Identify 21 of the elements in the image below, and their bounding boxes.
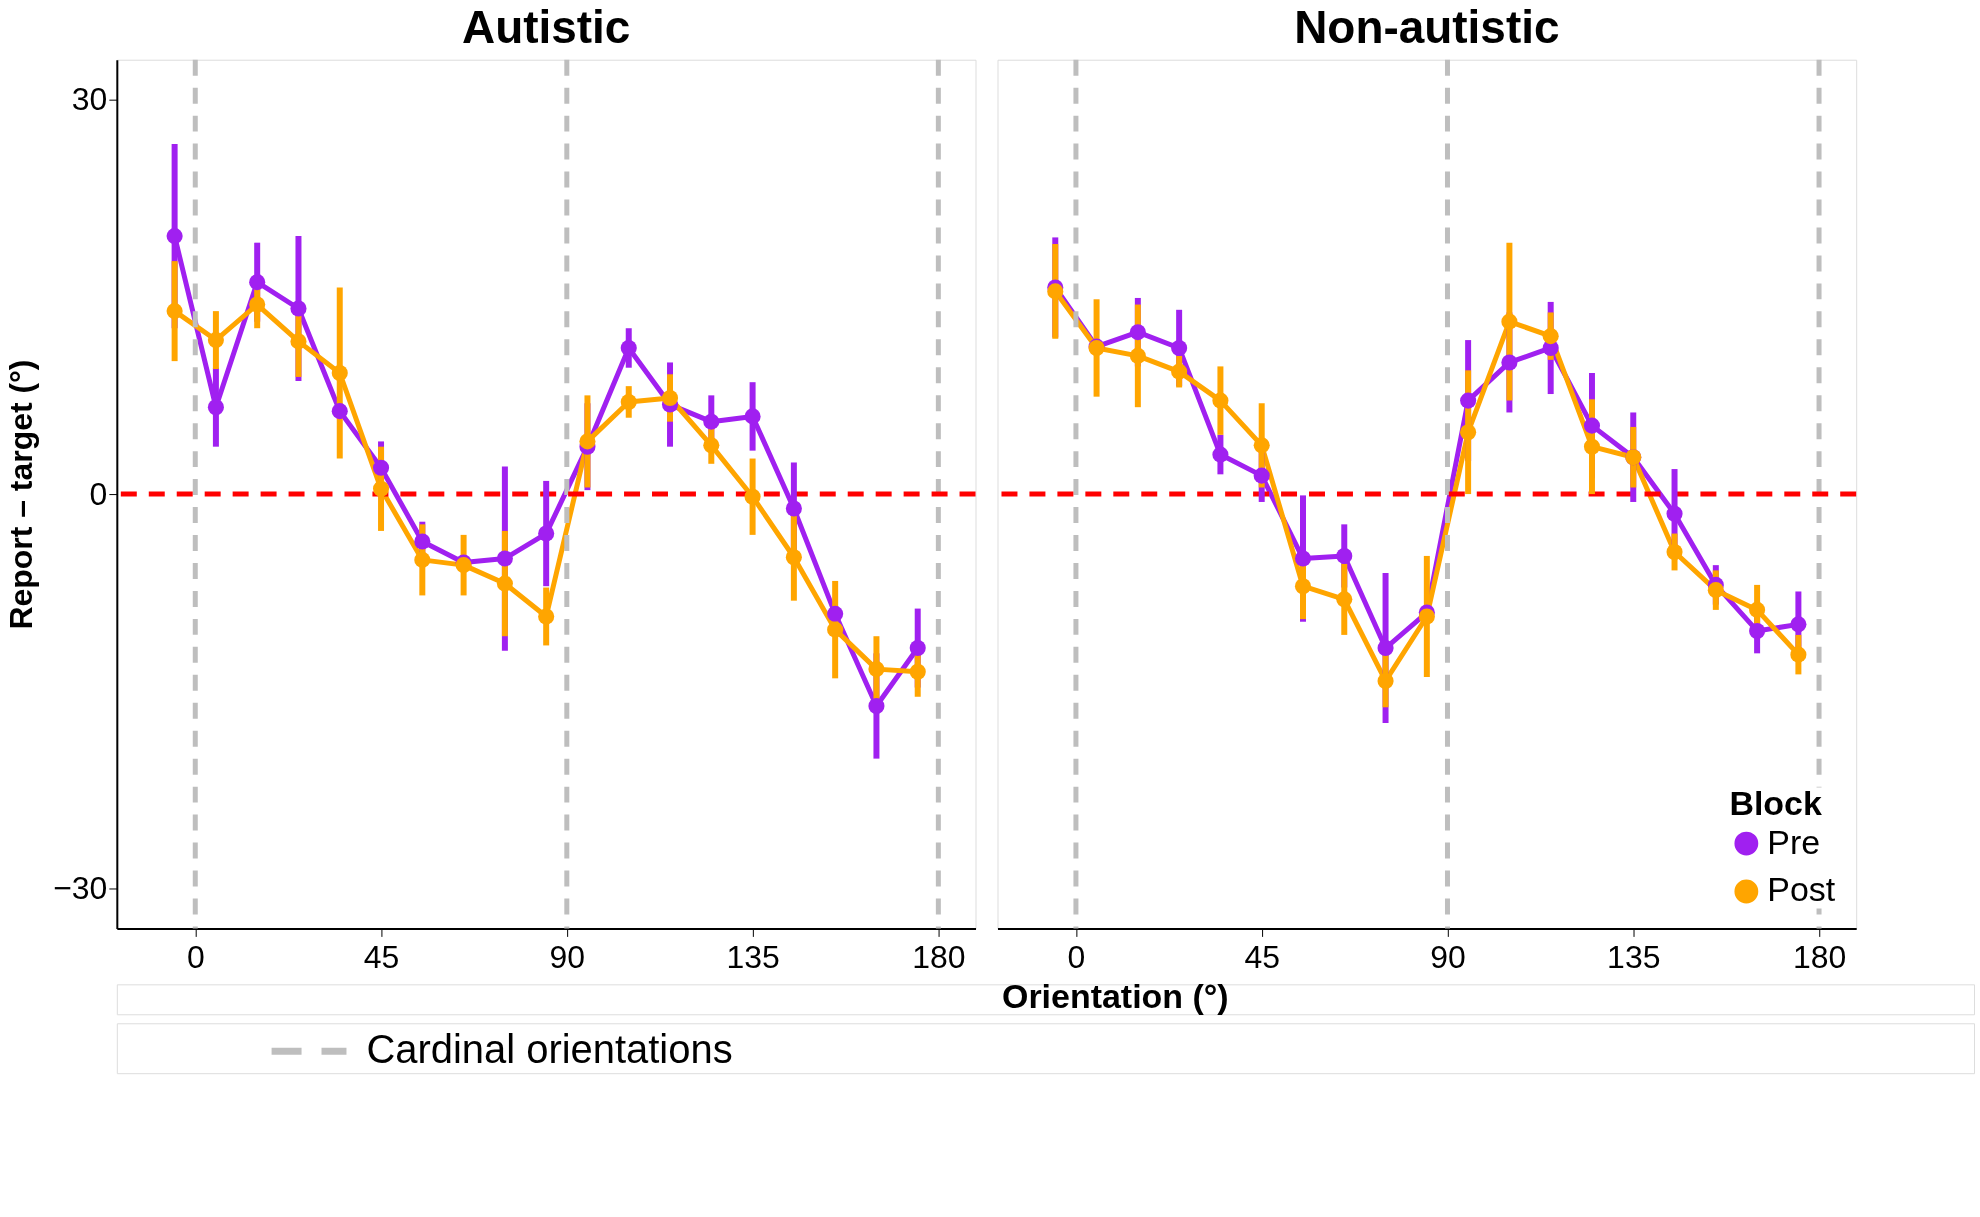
x-tick-label: 135 xyxy=(1607,938,1661,975)
x-tick-label: 0 xyxy=(1067,938,1086,975)
x-axis-title: Orientation (°) xyxy=(1002,977,1229,1016)
y-axis-title: Report – target (°) xyxy=(3,359,40,630)
legend-title: Block xyxy=(1729,783,1822,822)
x-tick-label: 45 xyxy=(363,938,400,975)
x-tick-label: 180 xyxy=(912,938,966,975)
chart-title: Non-autistic xyxy=(1294,1,1560,54)
x-tick-label: 90 xyxy=(1430,938,1466,975)
x-tick-label: 180 xyxy=(1792,938,1847,975)
text: Cardinal orientations xyxy=(366,1027,733,1072)
x-tick-label: 135 xyxy=(726,938,780,975)
y-tick-label: 0 xyxy=(89,475,108,512)
x-tick-label: 0 xyxy=(186,938,205,975)
legend-label: Pre xyxy=(1767,822,1821,861)
legend-label: Post xyxy=(1767,870,1836,909)
x-tick-label: 90 xyxy=(549,938,586,975)
y-tick-label: 30 xyxy=(71,80,108,117)
x-tick-label: 45 xyxy=(1244,938,1280,975)
chart-title: Autistic xyxy=(461,1,631,54)
y-tick-label: −30 xyxy=(53,870,108,907)
